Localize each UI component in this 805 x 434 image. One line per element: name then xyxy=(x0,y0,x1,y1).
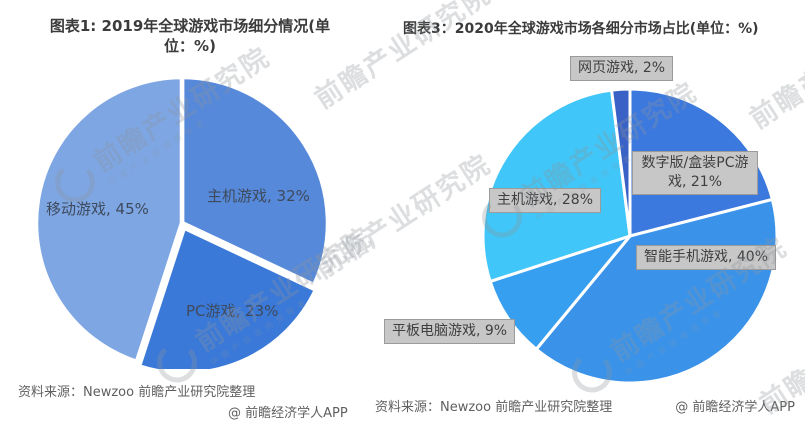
label-console-games-2019: 主机游戏, 32% xyxy=(207,187,310,205)
label-tablet-games: 平板电脑游戏, 9% xyxy=(384,319,516,344)
source-2020: 资料来源：Newzoo 前瞻产业研究院整理 xyxy=(375,400,613,415)
source-2019: 资料来源：Newzoo 前瞻产业研究院整理 xyxy=(18,385,256,400)
chart-2019-title: 图表1: 2019年全球游戏市场细分情况(单 位：%) xyxy=(24,17,356,56)
chart-2019-title-line2: 位：%) xyxy=(164,36,216,55)
pie-chart-2019 xyxy=(36,77,328,369)
label-mobile-games: 移动游戏, 45% xyxy=(46,200,149,218)
label-web-games: 网页游戏, 2% xyxy=(570,56,674,81)
label-pc-games: PC游戏, 23% xyxy=(186,302,279,320)
pie-chart-2020 xyxy=(483,89,777,383)
credit-2019: @ 前瞻经济学人APP xyxy=(228,406,348,421)
pie-slice xyxy=(488,234,632,351)
credit-2020: @ 前瞻经济学人APP xyxy=(675,400,795,415)
pie-slice xyxy=(610,89,632,238)
chart-2020-title: 图表3：2020年全球游戏市场各细分市场占比(单位：%) xyxy=(403,21,759,37)
pie-slice xyxy=(136,225,319,369)
watermark: 前瞻产业研究院 xyxy=(309,148,497,286)
pie-slice xyxy=(483,89,632,283)
chart-2019-title-line1: 图表1: 2019年全球游戏市场细分情况(单 xyxy=(49,17,331,35)
label-digital-boxed-pc-games: 数字版/盒装PC游戏, 21% xyxy=(632,151,758,195)
pie-slice xyxy=(179,77,328,288)
label-smartphone-games: 智能手机游戏, 40% xyxy=(636,245,777,270)
label-console-games-2020: 主机游戏, 28% xyxy=(489,188,602,213)
pie-slice xyxy=(36,77,185,365)
footer-2020: 资料来源：Newzoo 前瞻产业研究院整理 @ 前瞻经济学人APP xyxy=(375,396,795,415)
